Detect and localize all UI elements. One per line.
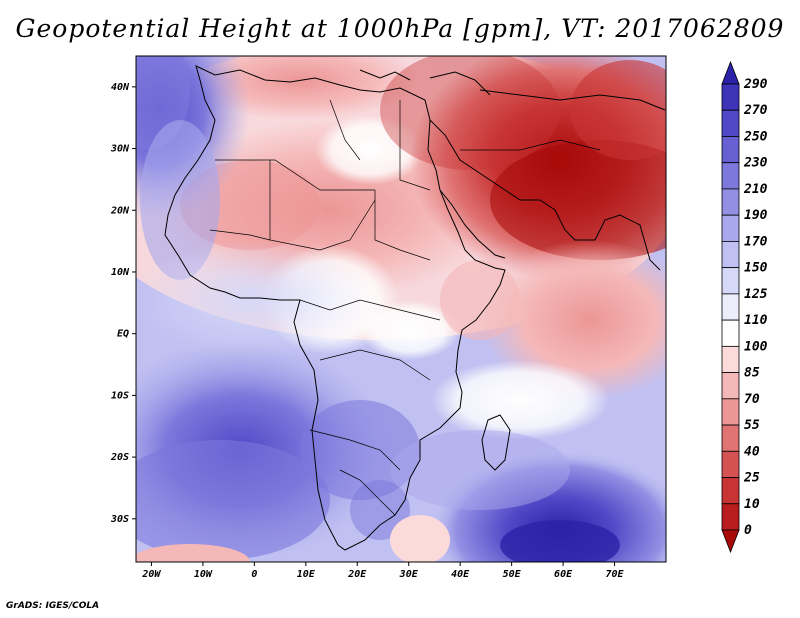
colorbar-swatch: [721, 267, 740, 295]
colorbar-swatch: [721, 372, 740, 400]
x-axis-ticks: 20W 10W 0 10E 20E 30E 40E 50E 60E 70E: [141, 562, 625, 580]
colorbar-swatch: [721, 241, 740, 269]
colorbar-level-label: 70: [744, 392, 760, 407]
x-tick-label: 20E: [347, 569, 367, 580]
colorbar-swatch: [721, 188, 740, 216]
colorbar-level-label: 85: [744, 366, 760, 381]
colorbar-level-label: 250: [743, 129, 768, 144]
colorbar-level-label: 110: [744, 313, 768, 328]
x-tick-label: 40E: [451, 569, 470, 580]
colorbar-level-label: 0: [744, 523, 752, 538]
y-tick-label: 30S: [110, 514, 129, 525]
x-tick-label: 10W: [194, 569, 213, 580]
colorbar-swatch: [721, 477, 740, 505]
colorbar-top-arrow: [721, 60, 740, 85]
colorbar-swatch: [721, 136, 740, 164]
y-tick-label: 30N: [110, 144, 130, 155]
coastlines: [164, 65, 666, 551]
colorbar-level-label: 10: [744, 497, 760, 512]
colorbar-level-label: 190: [744, 208, 768, 223]
y-tick-label: 10N: [111, 267, 130, 278]
colorbar-swatch: [721, 83, 740, 111]
borders: [209, 99, 601, 516]
map-title: Geopotential Height at 1000hPa [gpm], VT…: [15, 14, 785, 43]
colorbar-swatch: [721, 424, 740, 452]
y-tick-label: 20N: [110, 205, 130, 216]
colorbar-swatch: [721, 345, 740, 373]
colorbar-swatch: [721, 214, 740, 242]
x-tick-label: 30E: [399, 569, 419, 580]
plot-frame: [135, 55, 667, 563]
colorbar-swatch: [721, 109, 740, 137]
x-tick-label: 50E: [503, 569, 522, 580]
colorbar-level-label: 55: [744, 418, 760, 433]
x-tick-label: 20W: [141, 569, 161, 580]
colorbar-level-label: 100: [744, 339, 768, 354]
colorbar-level-label: 170: [744, 234, 768, 249]
credit-label: GrADS: IGES/COLA: [6, 601, 100, 611]
colorbar-swatch: [721, 503, 740, 531]
colorbar-bottom-arrow: [721, 529, 740, 554]
x-tick-label: 60E: [554, 569, 573, 580]
colorbar-level-label: 125: [744, 287, 768, 302]
colorbar-level-label: 25: [743, 471, 760, 486]
x-tick-label: 70E: [606, 569, 625, 580]
colorbar-swatch: [721, 293, 740, 321]
colorbar-level-label: 290: [743, 77, 768, 92]
colorbar-level-label: 270: [743, 103, 768, 118]
y-tick-label: 10S: [111, 390, 129, 401]
y-tick-label: EQ: [117, 329, 129, 340]
colorbar-swatch: [721, 398, 740, 426]
colorbar-swatch: [721, 319, 740, 347]
colorbar-level-label: 150: [744, 261, 768, 276]
y-tick-label: 20S: [110, 452, 129, 463]
colorbar-level-label: 230: [743, 156, 768, 171]
x-tick-label: 10E: [297, 569, 316, 580]
y-axis-ticks: 40N 30N 20N 10N EQ 10S 20S 30S: [110, 82, 136, 525]
colorbar-level-label: 40: [744, 444, 760, 459]
y-tick-label: 40N: [111, 82, 130, 93]
colorbar-swatch: [721, 162, 740, 190]
colorbar-swatch: [721, 450, 740, 478]
x-tick-label: 0: [251, 569, 257, 580]
height-field: [136, 56, 666, 562]
colorbar-level-label: 210: [743, 182, 768, 197]
